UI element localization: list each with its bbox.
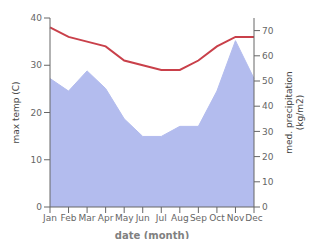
svg-text:20: 20: [31, 108, 43, 118]
svg-text:med. precipitation(kg/m2): med. precipitation(kg/m2): [284, 71, 305, 153]
svg-text:40: 40: [31, 13, 43, 23]
svg-text:date (month): date (month): [115, 230, 189, 239]
svg-text:Jun: Jun: [135, 213, 150, 223]
svg-text:Feb: Feb: [61, 213, 77, 223]
svg-text:70: 70: [262, 26, 274, 36]
svg-text:50: 50: [262, 76, 274, 86]
svg-text:30: 30: [31, 60, 43, 70]
svg-text:May: May: [115, 213, 134, 223]
svg-text:Nov: Nov: [227, 213, 245, 223]
svg-text:40: 40: [262, 101, 274, 111]
svg-text:10: 10: [262, 177, 274, 187]
svg-text:0: 0: [36, 202, 42, 212]
svg-text:Dec: Dec: [245, 213, 262, 223]
svg-text:Jul: Jul: [155, 213, 167, 223]
svg-text:20: 20: [262, 152, 274, 162]
svg-text:max temp (C): max temp (C): [11, 81, 21, 143]
svg-text:Mar: Mar: [79, 213, 96, 223]
svg-text:30: 30: [262, 127, 274, 137]
svg-text:Aug: Aug: [171, 213, 189, 223]
svg-text:Oct: Oct: [209, 213, 225, 223]
svg-text:Apr: Apr: [98, 213, 114, 223]
svg-text:60: 60: [262, 51, 274, 61]
svg-text:Sep: Sep: [190, 213, 207, 223]
svg-text:Jan: Jan: [42, 213, 57, 223]
svg-text:10: 10: [31, 155, 43, 165]
svg-text:0: 0: [262, 202, 268, 212]
